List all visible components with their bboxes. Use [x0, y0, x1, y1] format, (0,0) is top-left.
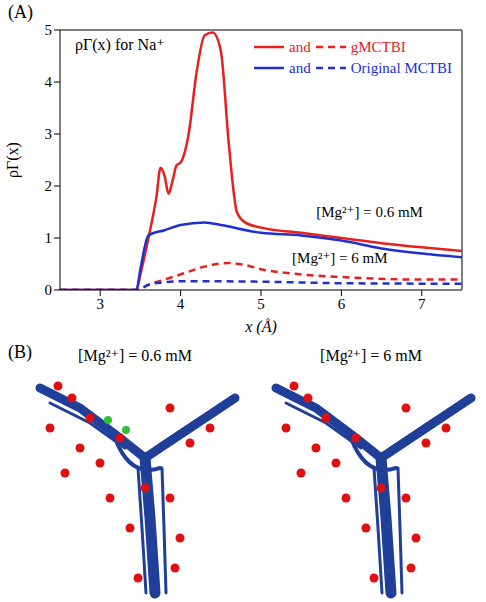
svg-text:5: 5: [45, 22, 53, 38]
svg-text:4: 4: [177, 296, 185, 312]
svg-text:2: 2: [45, 178, 53, 194]
svg-text:1: 1: [45, 230, 53, 246]
svg-text:ρΓ(x) for Na⁺: ρΓ(x) for Na⁺: [75, 36, 165, 54]
html-text:gMCTBI: gMCTBI: [350, 39, 406, 55]
html-text:and: and: [289, 39, 311, 55]
svg-text:6: 6: [338, 296, 346, 312]
html-text:[Mg²⁺] = 0.6 mM: [Mg²⁺] = 0.6 mM: [78, 347, 192, 364]
html-text:(A): (A): [8, 2, 33, 22]
svg-text:5: 5: [257, 296, 265, 312]
svg-text:[Mg²⁺] = 0.6 mM: [Mg²⁺] = 0.6 mM: [316, 204, 423, 220]
html-text:and: and: [289, 60, 311, 76]
svg-text:3: 3: [96, 296, 104, 312]
svg-text:ρΓ(x): ρΓ(x): [4, 142, 22, 178]
html-text:[Mg²⁺] = 6 mM: [Mg²⁺] = 6 mM: [320, 347, 422, 364]
svg-text:[Mg²⁺] = 6 mM: [Mg²⁺] = 6 mM: [292, 250, 387, 266]
svg-text:0: 0: [45, 282, 53, 298]
svg-text:7: 7: [418, 296, 426, 312]
svg-text:4: 4: [45, 74, 53, 90]
html-text:Original MCTBI: Original MCTBI: [350, 60, 452, 76]
svg-text:3: 3: [45, 126, 53, 142]
html-text:(B): (B): [8, 342, 32, 362]
svg-text:x (Å): x (Å): [244, 318, 277, 336]
